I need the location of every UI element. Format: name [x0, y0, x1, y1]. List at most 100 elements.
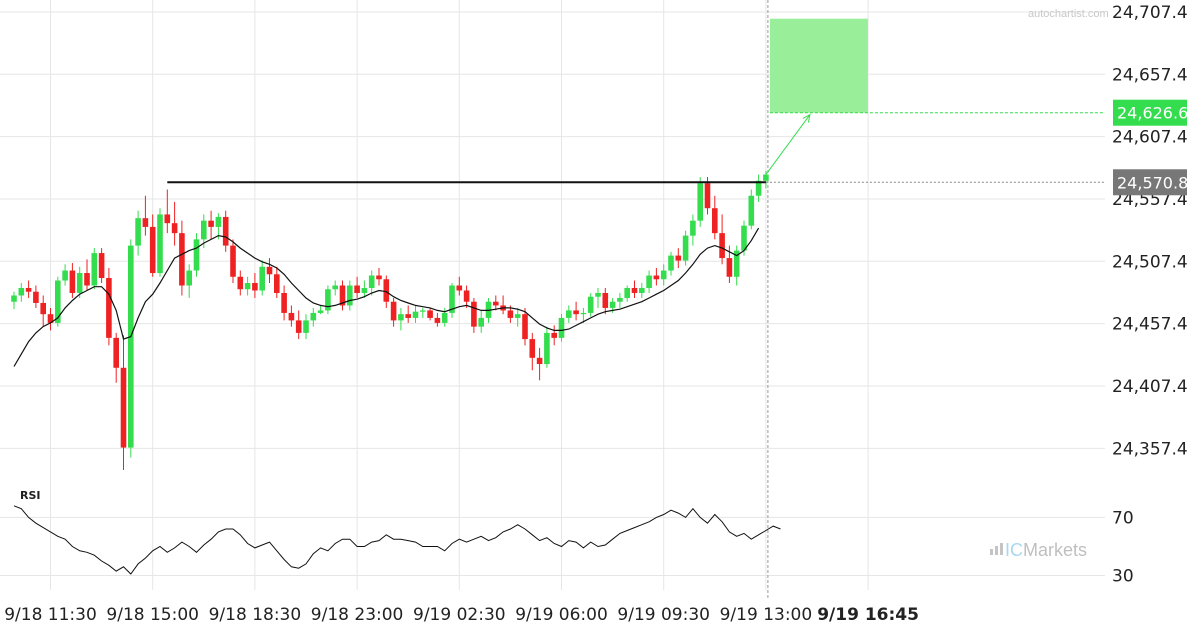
- candle-up: [317, 310, 324, 313]
- candle-up: [325, 289, 331, 311]
- candle-down: [266, 266, 273, 275]
- time-tick-label: 9/19 13:00: [720, 605, 813, 625]
- candle-down: [113, 337, 119, 368]
- candle-up: [690, 220, 696, 236]
- candle-up: [128, 245, 134, 448]
- candle-down: [507, 310, 514, 318]
- candle-down: [179, 233, 185, 286]
- candle-up: [91, 253, 98, 286]
- candle-down: [704, 183, 711, 209]
- candle-down: [295, 320, 302, 333]
- candle-down: [653, 275, 660, 280]
- target-box: [769, 18, 868, 113]
- candle-down: [252, 283, 258, 291]
- candle-up: [303, 320, 309, 333]
- target-price-label: 24,626.6: [1117, 104, 1188, 123]
- candle-down: [719, 233, 725, 259]
- candle-down: [602, 292, 609, 308]
- candle-down: [405, 314, 411, 318]
- time-tick-label: 9/19 09:30: [617, 605, 710, 625]
- candle-up: [646, 275, 652, 288]
- candle-up: [420, 310, 426, 312]
- rsi-panel: RSI 70 30: [13, 489, 1134, 586]
- logo-prefix: IC: [1005, 540, 1023, 560]
- candle-up: [347, 285, 353, 306]
- candle-down: [120, 367, 127, 448]
- candle-down: [281, 292, 287, 313]
- logo-text: ICMarkets: [1005, 540, 1087, 560]
- price-tick-label: 24,457.4: [1112, 315, 1188, 335]
- candle-down: [171, 223, 178, 234]
- candle-up: [193, 239, 200, 271]
- time-tick-label: 9/19 16:45: [817, 605, 919, 625]
- candle-down: [536, 357, 543, 365]
- candle-up: [617, 297, 623, 302]
- candle-up: [566, 310, 572, 318]
- candle-down: [522, 314, 528, 340]
- candle-up: [361, 287, 368, 293]
- candle-down: [354, 285, 360, 293]
- candle-down: [98, 253, 105, 279]
- icmarkets-logo: ICMarkets: [990, 540, 1087, 560]
- y-axis: 24,707.424,657.424,607.424,557.424,507.4…: [1112, 3, 1188, 459]
- candle-down: [712, 208, 718, 234]
- x-axis: 9/18 11:30 9/18 15:00 9/18 18:30 9/18 23:00…: [4, 605, 919, 625]
- time-tick-label: 9/18 15:00: [106, 605, 199, 625]
- candle-up: [332, 285, 338, 290]
- candle-down: [222, 216, 229, 246]
- candle-down: [463, 290, 470, 302]
- candle-up: [310, 312, 317, 321]
- autochartist-watermark: autochartist.com: [1028, 8, 1109, 20]
- candle-down: [208, 220, 214, 227]
- candle-down: [230, 245, 236, 277]
- logo-suffix: Markets: [1023, 540, 1087, 560]
- logo-bar-icon: [995, 546, 998, 555]
- candle-down: [573, 310, 579, 315]
- candle-up: [215, 216, 222, 227]
- candle-up: [558, 317, 565, 338]
- candle-down: [726, 258, 733, 277]
- candle-up: [544, 332, 550, 365]
- candle-up: [201, 220, 207, 240]
- candle-down: [84, 273, 90, 286]
- candle-up: [62, 270, 68, 281]
- candle-up: [755, 180, 762, 196]
- rsi-title: RSI: [20, 489, 41, 502]
- candle-up: [449, 285, 455, 313]
- candle-up: [11, 295, 17, 302]
- moving-average-line: [13, 227, 760, 367]
- candle-up: [763, 174, 769, 181]
- candle-up: [55, 280, 61, 323]
- candle-down: [390, 301, 397, 321]
- time-tick-label: 9/18 18:30: [209, 605, 302, 625]
- candle-down: [40, 302, 46, 315]
- target-arrow-head: [802, 113, 811, 123]
- logo-bar-icon: [990, 549, 993, 555]
- candle-down: [25, 287, 32, 292]
- candle-down: [69, 270, 76, 293]
- candle-up: [748, 195, 755, 226]
- candle-down: [142, 218, 149, 227]
- price-tick-label: 24,507.4: [1112, 252, 1188, 272]
- grid-lines: [0, 0, 1105, 598]
- time-tick-label: 9/19 06:00: [515, 605, 608, 625]
- candle-down: [339, 285, 346, 306]
- candle-up: [244, 283, 251, 290]
- candle-up: [595, 292, 601, 297]
- price-tick-label: 24,607.4: [1112, 128, 1188, 148]
- candle-up: [186, 270, 192, 286]
- candle-up: [76, 273, 83, 293]
- time-tick-label: 9/18 23:00: [311, 605, 404, 625]
- candle-up: [697, 183, 703, 221]
- candle-up: [624, 287, 630, 298]
- candle-up: [441, 312, 448, 323]
- rsi-line: [13, 505, 781, 575]
- candle-down: [376, 275, 382, 280]
- candle-down: [434, 317, 441, 323]
- candle-up: [660, 270, 667, 280]
- candle-up: [609, 301, 616, 308]
- candle-up: [580, 312, 587, 315]
- candle-down: [33, 291, 39, 303]
- target-price-tag: [1113, 99, 1187, 126]
